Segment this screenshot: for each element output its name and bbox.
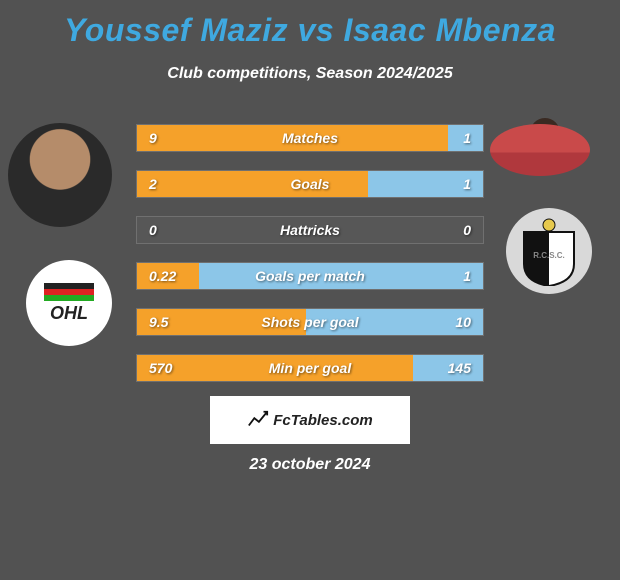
stat-left-value: 0.22 [149, 268, 176, 284]
player-right-photo [490, 124, 590, 176]
bar-left-fill [137, 355, 413, 381]
bar-left-fill [137, 171, 368, 197]
stat-row: 0.221Goals per match [136, 262, 484, 290]
charleroi-shield-icon: R.C.S.C. [514, 216, 584, 286]
player-left-photo [8, 123, 112, 227]
stat-label: Hattricks [137, 222, 483, 238]
bar-right-fill [199, 263, 483, 289]
stat-right-value: 0 [463, 222, 471, 238]
footer-date: 23 october 2024 [0, 456, 620, 474]
bar-left-fill [137, 125, 448, 151]
stat-row: 9.510Shots per goal [136, 308, 484, 336]
stat-row: 0 0Hattricks [136, 216, 484, 244]
stat-left-value: 0 [149, 222, 157, 238]
chart-icon [247, 409, 269, 431]
club-left-label: OHL [50, 303, 88, 324]
svg-text:R.C.S.C.: R.C.S.C. [533, 251, 565, 260]
stat-right-value: 145 [448, 360, 471, 376]
stat-left-value: 2 [149, 176, 157, 192]
club-left-logo: OHL [26, 260, 112, 346]
page-title: Youssef Maziz vs Isaac Mbenza [0, 0, 620, 49]
stat-row: 91Matches [136, 124, 484, 152]
stat-right-value: 1 [463, 176, 471, 192]
stat-right-value: 1 [463, 268, 471, 284]
footer-brand-text: FcTables.com [273, 412, 372, 429]
stat-right-value: 1 [463, 130, 471, 146]
subtitle: Club competitions, Season 2024/2025 [0, 65, 620, 83]
stat-left-value: 9 [149, 130, 157, 146]
ohl-logo: OHL [44, 283, 94, 324]
stat-left-value: 570 [149, 360, 172, 376]
stat-row: 570145Min per goal [136, 354, 484, 382]
club-right-logo: R.C.S.C. [506, 208, 592, 294]
stats-bars: 91Matches21Goals00Hattricks0.221Goals pe… [136, 124, 484, 400]
stat-right-value: 10 [455, 314, 471, 330]
stat-left-value: 9.5 [149, 314, 168, 330]
stat-row: 21Goals [136, 170, 484, 198]
footer-brand-box: FcTables.com [210, 396, 410, 444]
